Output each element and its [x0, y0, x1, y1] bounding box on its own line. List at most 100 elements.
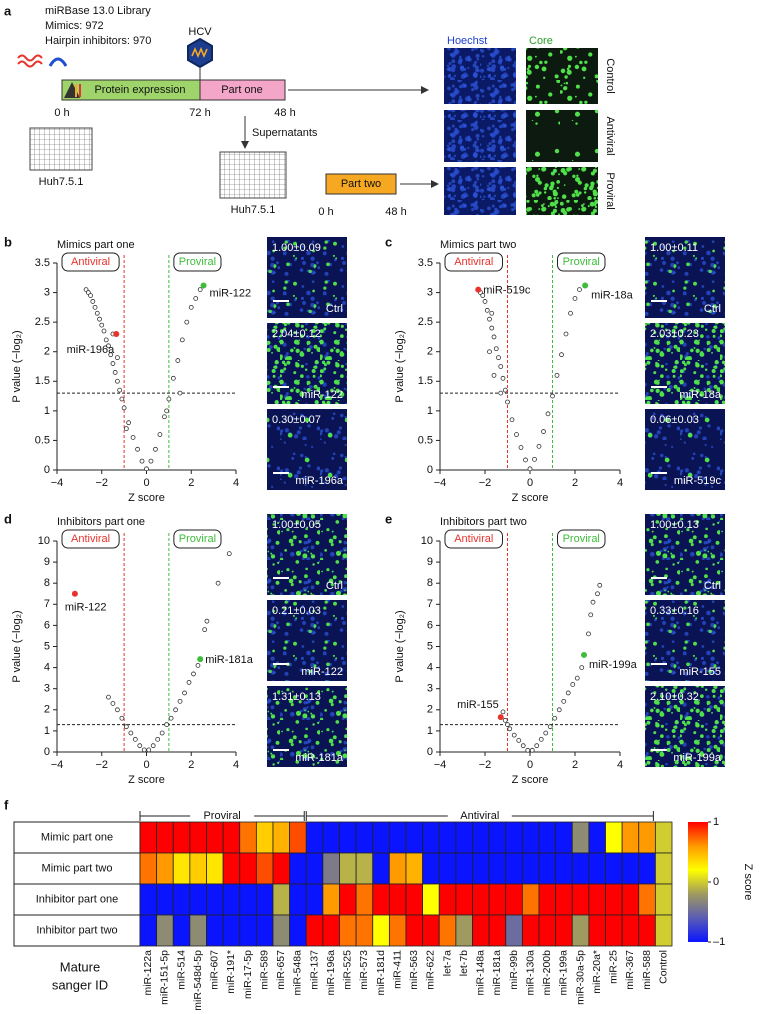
image-label: miR-196a: [295, 475, 344, 487]
y-tick-label: 2.5: [35, 316, 50, 328]
heat-cell: [322, 852, 340, 885]
heat-cell: [239, 852, 257, 885]
column-label: miR-122a: [142, 950, 154, 996]
panel-letter: a: [4, 3, 12, 18]
heat-cell: [305, 821, 324, 854]
row-label-box: [13, 883, 141, 916]
cells-label: Huh7.5.1: [231, 204, 276, 216]
y-tick-label: 7: [427, 598, 433, 610]
y-tick-label: 3: [427, 286, 433, 298]
point: [135, 446, 140, 452]
heat-cell: [305, 852, 324, 885]
point: [511, 732, 517, 738]
column-label: miR-181d: [375, 950, 387, 996]
highlight-label: miR-196a: [67, 344, 116, 356]
x-tick-label: 4: [233, 477, 239, 489]
time-label: 0 h: [54, 107, 69, 119]
point: [90, 299, 96, 304]
point: [130, 435, 136, 440]
image-score: 1.31±0.13: [272, 691, 321, 703]
point: [505, 399, 510, 405]
y-tick-label: 8: [44, 577, 50, 589]
point: [191, 671, 196, 677]
heat-cell: [488, 883, 507, 916]
highlight-label: miR-155: [457, 699, 499, 711]
point: [482, 299, 488, 304]
point: [173, 707, 178, 713]
heat-cell: [322, 883, 340, 916]
heat-cell: [654, 883, 673, 916]
heat-cell: [505, 852, 523, 885]
x-tick-label: −4: [434, 759, 447, 771]
point: [177, 698, 183, 704]
point: [146, 747, 152, 753]
heat-cell: [571, 821, 590, 854]
region-box: [557, 529, 606, 549]
image-score: 2.04±0.12: [272, 328, 321, 340]
highlight-label: miR-199a: [589, 659, 638, 671]
heat-cell: [139, 852, 158, 885]
column-label: miR-607: [209, 950, 221, 990]
time-label: 0 h: [318, 206, 333, 218]
point: [175, 358, 181, 363]
point: [556, 707, 562, 713]
heat-cell: [289, 883, 307, 916]
point: [177, 390, 183, 396]
y-tick-label: 0: [44, 464, 50, 476]
highlight-label: miR-122: [210, 287, 252, 299]
point: [527, 466, 533, 472]
point: [500, 375, 506, 381]
heat-cell: [521, 852, 540, 885]
heat-cell: [272, 852, 291, 885]
heat-cell: [588, 821, 606, 854]
x-tick-label: −2: [95, 759, 108, 771]
region-label: Antiviral: [71, 256, 110, 268]
heat-cell: [621, 914, 640, 947]
point: [153, 446, 158, 452]
y-tick-label: 6: [427, 619, 433, 631]
point: [574, 675, 580, 681]
x-tick-label: 0: [527, 477, 533, 489]
point: [509, 417, 515, 423]
heat-cell: [172, 914, 191, 947]
column-label: Control: [657, 950, 669, 984]
heat-cell: [189, 883, 207, 916]
region-label: Proviral: [179, 256, 216, 268]
heat-cell: [555, 821, 573, 854]
point: [487, 316, 492, 322]
heat-cell: [488, 821, 507, 854]
heat-cell: [222, 852, 241, 885]
column-label: miR-411: [391, 950, 403, 989]
panel-letter: d: [4, 511, 12, 526]
virus-label: HCV: [188, 26, 212, 38]
heat-cell: [438, 914, 457, 947]
image-score: 2.10±0.32: [650, 691, 699, 703]
hairpin-icon: [48, 57, 68, 67]
x-tick-label: 2: [188, 759, 194, 771]
chart-title: Mimics part one: [57, 239, 135, 251]
column-label: miR-200b: [541, 950, 553, 996]
point: [586, 631, 591, 637]
highlight-point: [581, 651, 587, 658]
y-tick-label: 3: [427, 683, 433, 695]
point: [532, 456, 537, 462]
heat-cell: [621, 821, 640, 854]
heat-cell: [388, 914, 407, 947]
colorbar: [688, 822, 708, 942]
heat-cell: [455, 883, 473, 916]
y-tick-label: 4: [44, 662, 50, 674]
point: [559, 352, 564, 358]
heat-cell: [222, 914, 241, 947]
column-label: miR-548d-5p: [192, 950, 204, 1011]
heat-cell: [139, 914, 158, 947]
time-label: 48 h: [274, 107, 295, 119]
y-tick-label: 1.5: [418, 375, 433, 387]
point: [108, 352, 114, 358]
y-tick-label: 1: [44, 725, 50, 737]
point: [489, 325, 495, 331]
y-tick-label: 10: [38, 535, 50, 547]
x-tick-label: 2: [572, 477, 578, 489]
highlight-point: [475, 286, 482, 293]
y-tick-label: 1: [427, 405, 433, 417]
micrograph: [267, 237, 347, 318]
